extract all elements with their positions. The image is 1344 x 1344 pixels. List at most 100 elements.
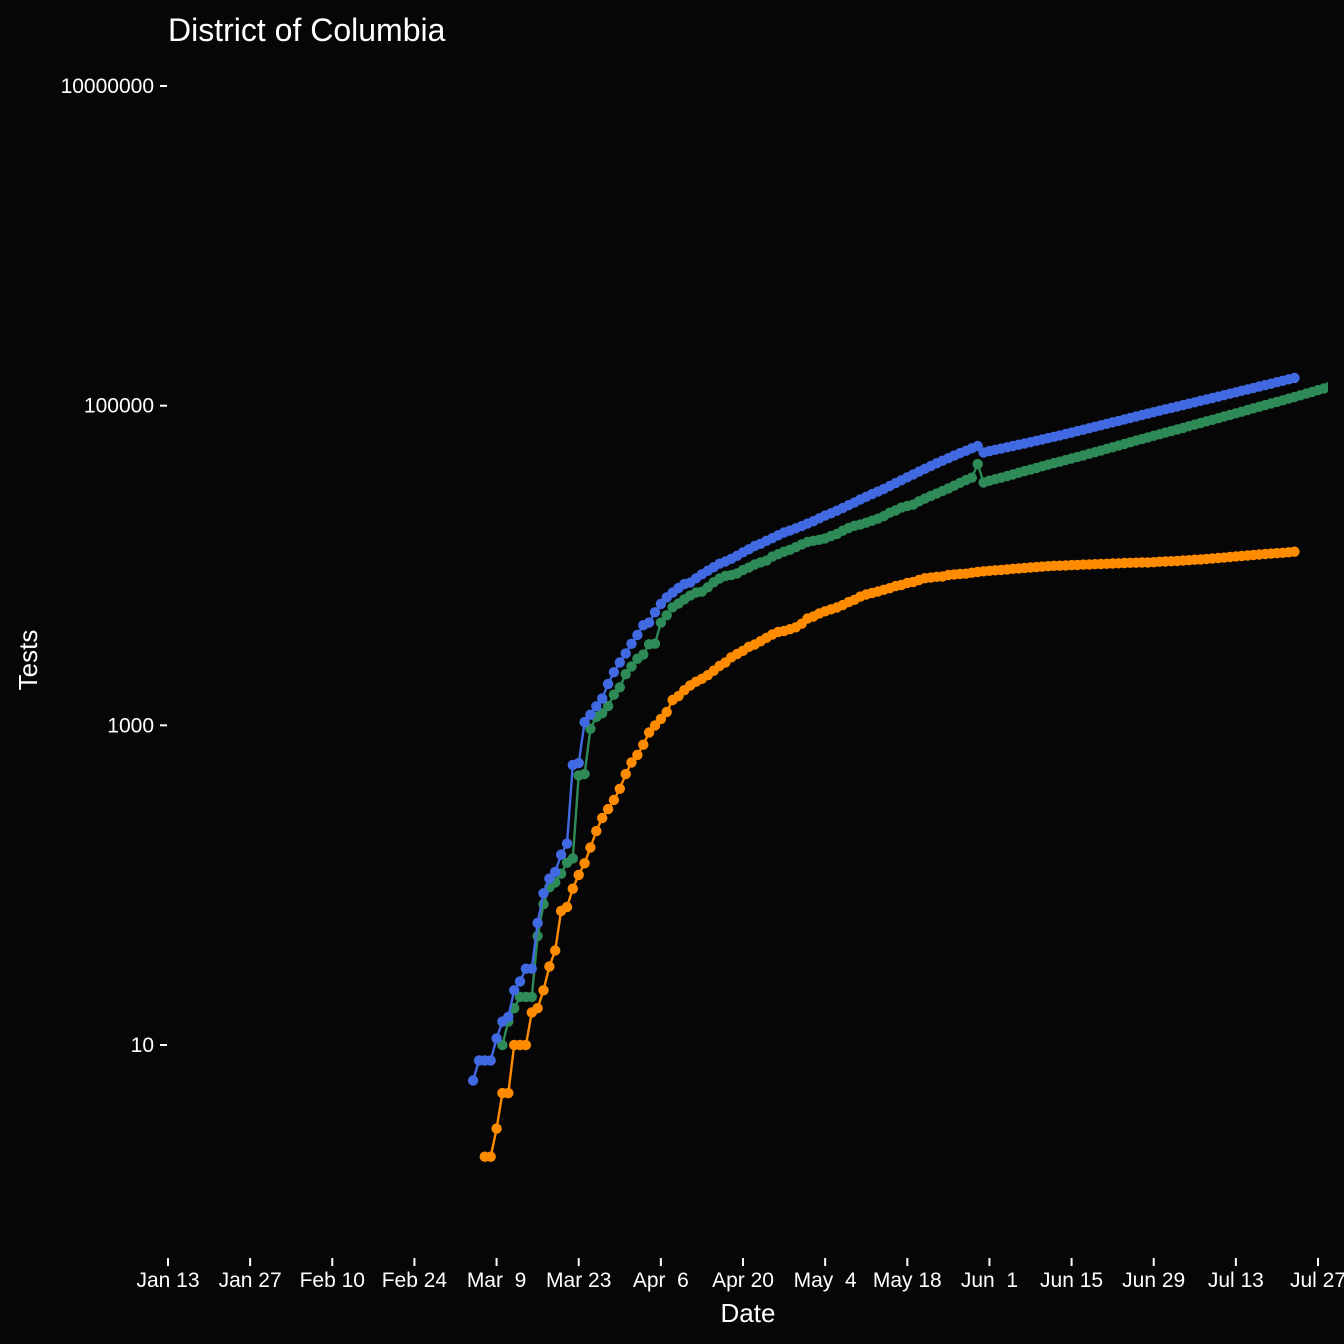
data-point <box>620 768 631 780</box>
x-tick-label: Mar 23 <box>546 1269 611 1292</box>
data-point <box>620 648 631 659</box>
data-point <box>591 701 602 712</box>
series-layer <box>467 372 1340 1162</box>
data-point <box>626 757 637 768</box>
data-point <box>544 961 555 972</box>
data-point <box>544 873 555 884</box>
data-point <box>614 657 625 668</box>
x-tick-label: Jan 13 <box>136 1269 199 1292</box>
data-point <box>661 610 672 621</box>
data-point <box>526 991 537 1003</box>
chart-title: District of Columbia <box>168 12 446 48</box>
series-line <box>471 376 1295 1081</box>
data-point <box>532 1003 543 1014</box>
data-point <box>602 803 614 815</box>
data-point <box>638 649 649 660</box>
data-point <box>608 667 620 678</box>
x-tick-label: May 18 <box>873 1269 942 1292</box>
x-tick-label: Apr 20 <box>712 1269 774 1292</box>
x-tick-label: Jan 27 <box>219 1269 282 1292</box>
data-point <box>526 963 537 974</box>
data-point <box>561 838 573 849</box>
data-point <box>620 669 631 680</box>
series-0 <box>479 546 1300 1162</box>
data-point <box>614 682 625 693</box>
data-point <box>608 689 620 700</box>
x-tick-label: Feb 10 <box>300 1269 365 1292</box>
x-tick-label: Feb 24 <box>382 1269 448 1292</box>
data-point <box>972 458 983 470</box>
data-point <box>573 757 584 769</box>
data-point <box>597 693 608 704</box>
series-line <box>501 385 1328 1046</box>
data-point <box>567 883 578 894</box>
data-point <box>614 783 625 794</box>
x-axis: Jan 13 Jan 27 Feb 10 Feb 24 Mar 9 Mar 23 Apr 6… <box>136 1258 1344 1292</box>
data-point <box>1289 372 1300 384</box>
data-point <box>597 812 608 824</box>
data-point <box>538 888 549 899</box>
x-tick-label: Mar 9 <box>467 1269 527 1292</box>
data-point <box>655 617 667 628</box>
y-tick-label: 10 <box>131 1034 154 1057</box>
data-point <box>467 1075 479 1086</box>
data-point <box>561 901 573 913</box>
data-point <box>1324 381 1328 392</box>
x-tick-label: Jul 13 <box>1208 1269 1264 1292</box>
x-tick-label: Jun 1 <box>961 1269 1018 1292</box>
x-tick-label: Jun 29 <box>1122 1269 1185 1292</box>
series-2 <box>467 372 1300 1086</box>
data-point <box>1289 546 1300 557</box>
data-point <box>585 723 596 734</box>
x-axis-title: Date <box>721 1298 776 1328</box>
series-line <box>484 550 1295 1158</box>
series-1 <box>497 380 1340 1051</box>
data-point <box>550 945 561 956</box>
data-point <box>608 794 620 806</box>
data-point <box>579 768 590 780</box>
data-point <box>485 1055 496 1066</box>
data-point <box>649 607 661 618</box>
data-point <box>514 976 526 987</box>
data-point <box>638 739 649 750</box>
data-point <box>655 713 667 725</box>
data-point <box>520 1039 532 1051</box>
data-point <box>632 629 643 641</box>
data-point <box>585 842 596 853</box>
data-point <box>661 706 672 718</box>
data-point <box>591 825 602 837</box>
data-point <box>491 1033 502 1044</box>
x-tick-label: Jul 27 <box>1290 1269 1344 1292</box>
data-point <box>966 472 977 483</box>
data-point <box>602 700 614 712</box>
data-point <box>602 678 614 690</box>
data-point <box>555 849 567 860</box>
x-tick-label: Apr 6 <box>633 1269 689 1292</box>
data-point <box>585 709 596 720</box>
data-point <box>573 869 584 881</box>
data-point <box>509 985 520 996</box>
y-tick-label: 1000 <box>107 714 154 737</box>
data-point <box>643 727 655 738</box>
data-point <box>597 708 608 719</box>
data-point <box>567 853 578 864</box>
data-point <box>579 716 590 728</box>
data-point <box>626 638 637 649</box>
x-tick-label: Jun 15 <box>1040 1269 1103 1292</box>
data-point <box>503 1087 514 1099</box>
data-point <box>503 1011 514 1023</box>
data-point <box>632 749 643 761</box>
data-point <box>491 1123 502 1134</box>
y-axis: 10 1000 100000 10000000 <box>61 75 167 1057</box>
data-point <box>649 638 661 649</box>
y-tick-label: 100000 <box>84 395 154 418</box>
data-point <box>550 866 561 878</box>
data-point <box>1330 380 1340 390</box>
data-point <box>532 917 543 929</box>
data-point <box>643 617 655 628</box>
x-tick-label: May 4 <box>794 1269 857 1292</box>
data-point <box>626 661 637 672</box>
y-axis-title: Tests <box>13 630 43 691</box>
data-point <box>485 1151 496 1162</box>
